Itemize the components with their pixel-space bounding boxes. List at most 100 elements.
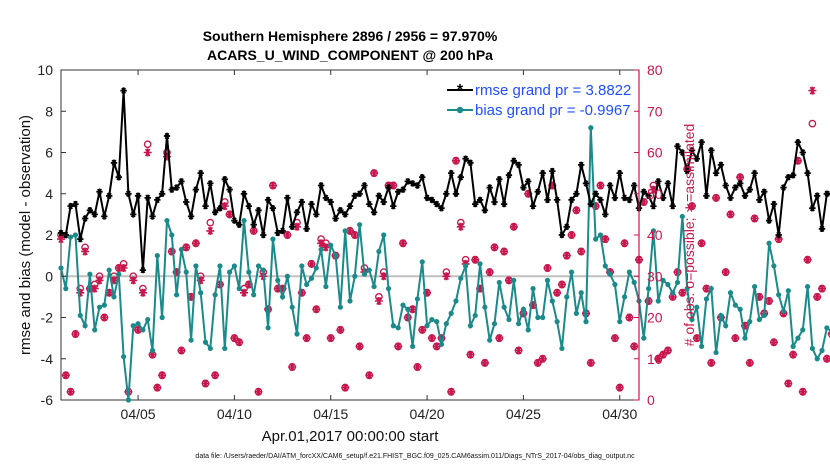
rmse-point [106,192,113,200]
rmse-point [491,198,498,206]
bias-point [525,327,531,333]
y-tick-label: 6 [45,145,53,161]
bias-point [111,294,117,300]
obs-assimilated-point [57,235,65,244]
obs-assimilated-point [625,313,634,322]
rmse-point [81,215,89,222]
obs-assimilated-point [172,268,181,277]
bias-point [279,294,286,300]
rmse-point [693,155,700,162]
bias-point [145,316,151,323]
rmse-point [679,149,686,156]
rmse-point [390,202,397,210]
bias-point [414,296,421,302]
obs-assimilated-point [85,284,94,293]
obs-assimilated-point [514,346,523,355]
bias-point [381,232,387,238]
bias-point [178,246,185,253]
obs-assimilated-point [442,272,451,281]
obs-assimilated-point [736,173,745,182]
bias-point [631,279,637,286]
obs-assimilated-point [423,288,432,297]
rmse-point [794,138,802,146]
obs-assimilated-point [143,148,152,157]
rmse-point [703,192,710,200]
obs-assimilated-point [630,342,639,351]
bias-point [742,335,748,341]
bias-point [573,310,579,316]
obs-assimilated-point [789,350,798,359]
bias-point [549,298,555,304]
legend-bias-marker [456,106,464,114]
rmse-point [375,192,383,200]
bias-point [116,271,122,277]
rmse-point [72,200,79,208]
obs-assimilated-point [293,222,301,231]
obs-assimilated-point [639,198,648,206]
bias-point [727,290,734,296]
obs-assimilated-point [529,301,537,310]
rmse-point [515,161,522,169]
obs-assimilated-point [230,334,239,343]
obs-assimilated-point [755,292,764,301]
rmse-point [178,178,185,185]
x-tick-label: 04/30 [602,406,637,422]
rmse-point [409,180,416,187]
bias-point [544,277,551,283]
bias-point [785,288,791,294]
obs-assimilated-point [649,185,658,194]
bias-point [265,325,271,331]
obs-assimilated-point [187,292,196,301]
bias-point [366,267,372,273]
rmse-point [313,211,320,218]
rmse-point [298,198,305,206]
bias-point [284,273,290,279]
rmse-point [303,225,310,233]
bias-point [96,304,103,310]
bias-point [361,271,368,277]
bias-point [169,232,175,238]
obs-assimilated-point [504,276,513,285]
obs-assimilated-point [235,338,244,347]
obs-assimilated-point [644,297,653,305]
bias-point [496,279,502,286]
bias-point [438,341,445,347]
bias-point [337,304,343,310]
obs-assimilated-point [341,383,350,392]
obs-assimilated-point [533,358,542,367]
bias-point [814,356,820,362]
bias-point [255,263,262,269]
bias-point [708,286,714,292]
bias-point [650,228,657,234]
rmse-point [101,213,108,220]
obs-assimilated-point [244,280,253,289]
bias-point [304,281,310,288]
rmse-point [207,180,214,187]
rmse-point [578,161,585,169]
bias-point [405,306,411,312]
bias-point [125,397,132,403]
bias-point [766,240,772,246]
obs-assimilated-point [114,264,123,272]
y-axis-label-left: rmse and bias (model - observation) [17,115,34,355]
obs-assimilated-point [601,235,610,244]
rmse-point [173,184,180,191]
rmse-point [520,184,527,191]
rmse-point [187,213,195,220]
obs-assimilated-point [403,313,412,322]
rmse-point [380,198,387,206]
rmse-point [236,221,243,228]
rmse-point [688,147,696,154]
obs-assimilated-point [615,383,624,392]
obs-assimilated-point [447,387,456,396]
obs-assimilated-point [591,202,600,211]
y-tick-label: 2 [45,227,53,243]
rmse-point [558,231,566,239]
obs-assimilated-point [712,193,721,202]
rmse-point [500,200,508,208]
bias-point [670,290,676,296]
obs-assimilated-point [548,181,557,190]
obs-assimilated-point [100,313,109,322]
rmse-point [183,198,190,206]
rmse-point [414,182,421,189]
